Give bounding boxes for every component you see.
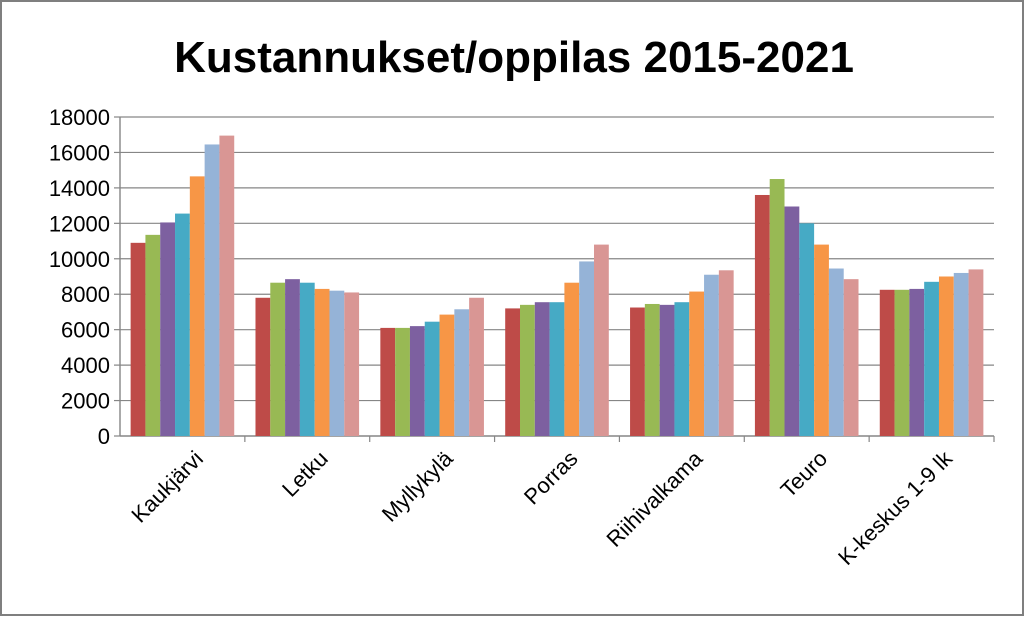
y-tick-label: 2000 xyxy=(61,389,110,414)
bar xyxy=(689,291,705,436)
bar xyxy=(938,276,954,436)
bar xyxy=(784,206,800,436)
x-category-label: Myllykylä xyxy=(377,445,458,526)
bar xyxy=(968,269,984,436)
bar xyxy=(255,297,271,436)
bar xyxy=(395,327,410,436)
bar xyxy=(754,194,770,436)
bar xyxy=(380,327,396,436)
bar xyxy=(130,242,146,436)
bar xyxy=(344,292,360,436)
bar xyxy=(828,268,844,436)
x-category-label: Teuro xyxy=(776,446,833,503)
bar xyxy=(799,223,815,436)
x-category-label: Porras xyxy=(519,446,582,509)
x-category-label: Letku xyxy=(277,446,333,502)
bar xyxy=(594,244,609,436)
y-tick-label: 0 xyxy=(98,424,110,449)
bar xyxy=(718,270,734,436)
bar xyxy=(644,303,660,436)
bar xyxy=(659,304,675,436)
bar xyxy=(314,288,330,436)
bar xyxy=(579,261,594,436)
bar xyxy=(299,282,315,436)
bar xyxy=(204,144,220,436)
bar xyxy=(145,234,161,436)
bar xyxy=(894,289,910,436)
bars xyxy=(130,135,984,436)
bar xyxy=(924,281,939,436)
y-tick-label: 14000 xyxy=(49,176,110,201)
bar xyxy=(704,274,719,436)
category-labels: Kaukjärvi Letku Myllykylä Porras Riihivalkam… xyxy=(126,445,958,570)
y-tick-label: 12000 xyxy=(49,211,110,236)
bar xyxy=(439,314,455,436)
bar xyxy=(879,289,895,436)
bar xyxy=(270,282,286,436)
y-tick-label: 10000 xyxy=(49,247,110,272)
bar xyxy=(909,288,925,436)
bar xyxy=(520,304,535,436)
bar xyxy=(549,302,565,436)
bar xyxy=(424,321,440,436)
chart-title: Kustannukset/oppilas 2015-2021 xyxy=(174,33,854,82)
bar xyxy=(630,307,645,436)
y-tick-label: 6000 xyxy=(61,318,110,343)
bar xyxy=(175,213,190,436)
y-tick-label: 18000 xyxy=(49,105,110,130)
x-category-label: K-keskus 1-9 lk xyxy=(833,445,958,570)
y-tick-label: 16000 xyxy=(49,140,110,165)
bar xyxy=(843,279,859,436)
x-category-label: Kaukjärvi xyxy=(126,446,208,528)
bar xyxy=(409,326,425,436)
bar xyxy=(189,176,205,436)
y-tick-label: 8000 xyxy=(61,282,110,307)
bar xyxy=(469,297,484,436)
axes: 0 2000 4000 6000 8000 10000 12000 14000 16000 180… xyxy=(49,105,995,449)
bar xyxy=(329,290,345,436)
bar xyxy=(219,135,235,436)
bar xyxy=(454,309,470,436)
bar xyxy=(285,279,300,436)
bar xyxy=(953,272,969,436)
bar xyxy=(534,302,550,436)
y-tick-label: 4000 xyxy=(61,353,110,378)
bar xyxy=(564,282,580,436)
bar xyxy=(674,302,690,436)
bar xyxy=(505,308,520,436)
x-category-label: Riihivalkama xyxy=(602,445,708,551)
bar xyxy=(769,179,785,436)
bar xyxy=(160,222,176,436)
bar xyxy=(814,244,829,436)
